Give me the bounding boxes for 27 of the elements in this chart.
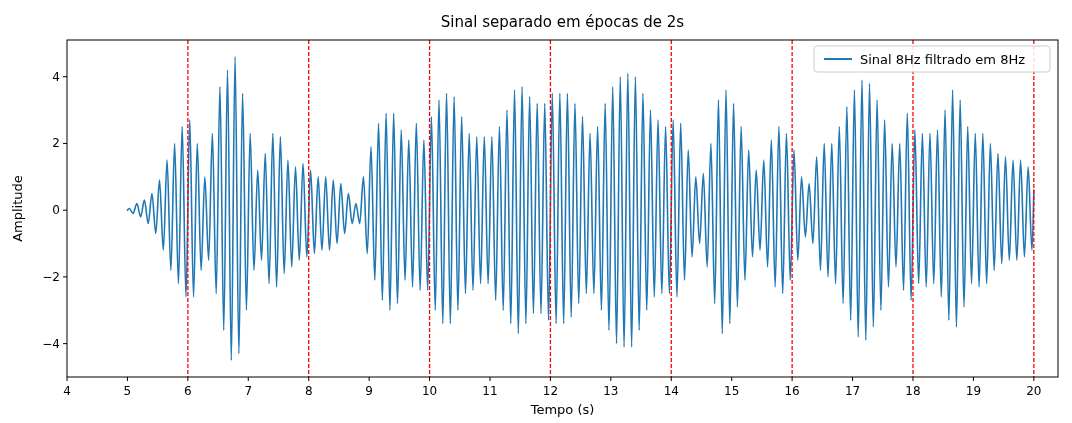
x-tick-label: 12 <box>542 384 559 398</box>
y-tick-label: 2 <box>52 136 60 151</box>
x-tick-label: 11 <box>482 384 498 398</box>
x-tick-label: 17 <box>844 384 861 398</box>
x-tick-label: 10 <box>421 384 438 398</box>
x-tick-label: 7 <box>244 384 253 398</box>
x-tick-label: 20 <box>1026 384 1042 398</box>
y-tick-label: 4 <box>52 69 60 84</box>
y-tick-label: −2 <box>42 269 60 284</box>
x-tick-label: 5 <box>123 384 132 398</box>
x-tick-label: 16 <box>784 384 800 398</box>
x-tick-label: 9 <box>365 384 373 398</box>
legend-label: Sinal 8Hz filtrado em 8Hz <box>860 52 1026 67</box>
y-tick-label: 0 <box>52 203 60 218</box>
x-tick-label: 8 <box>304 384 313 398</box>
chart-title: Sinal separado em épocas de 2s <box>440 13 685 31</box>
x-tick-label: 15 <box>724 384 740 398</box>
x-tick-label: 4 <box>63 384 71 398</box>
y-tick-label: −4 <box>42 336 60 351</box>
x-tick-label: 14 <box>663 384 679 398</box>
x-tick-label: 18 <box>905 384 921 398</box>
x-tick-label: 19 <box>965 384 982 398</box>
x-axis-title: Tempo (s) <box>529 402 595 417</box>
x-tick-label: 6 <box>184 384 192 398</box>
y-axis-title: Amplitude <box>10 175 25 242</box>
x-tick-label: 13 <box>603 384 619 398</box>
line-series <box>126 55 1035 362</box>
